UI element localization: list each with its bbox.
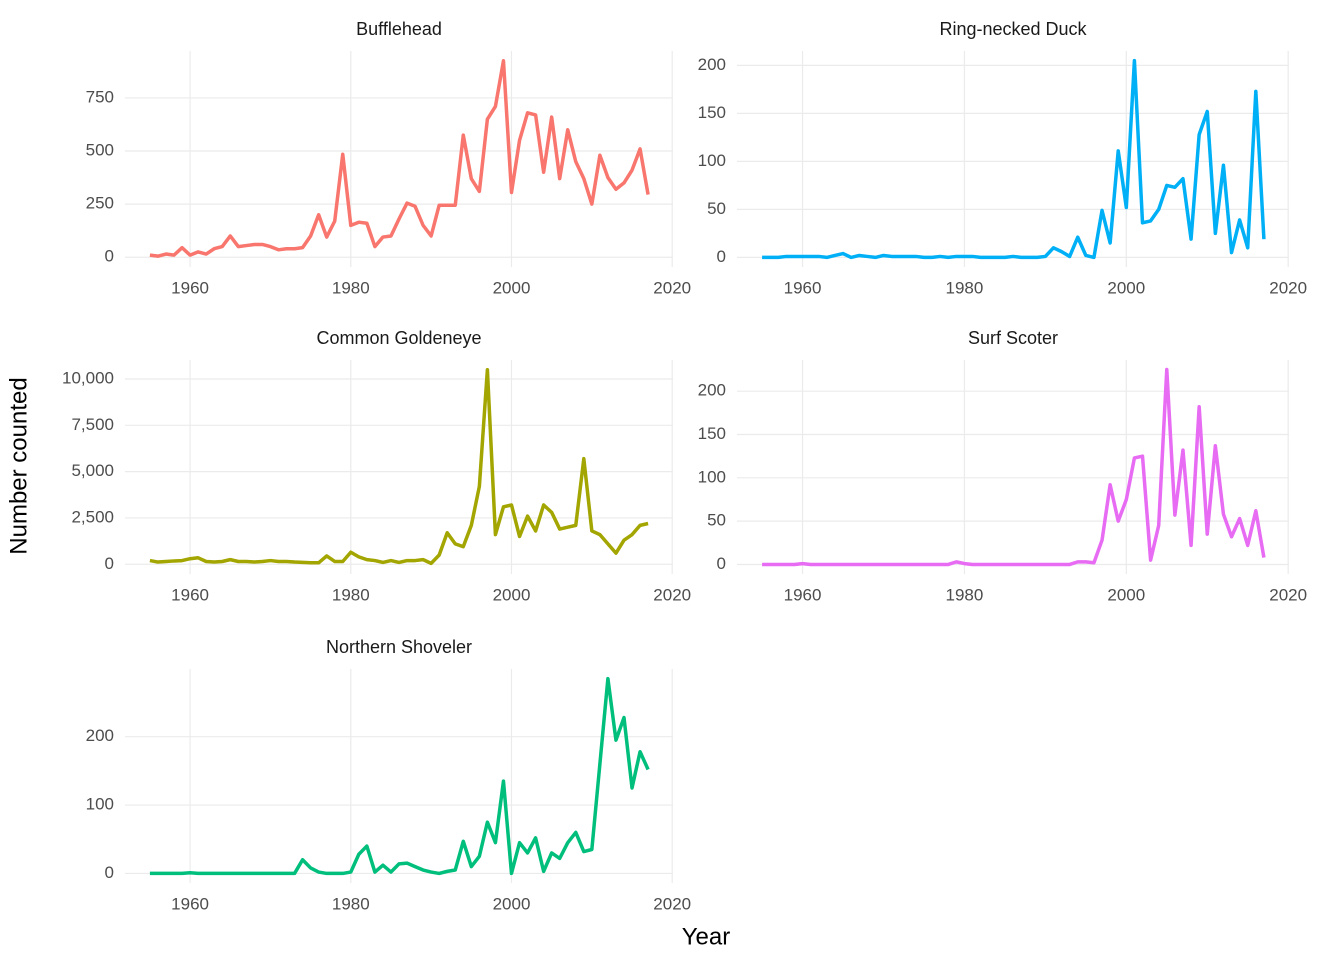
y-tick-label: 750	[86, 87, 114, 106]
y-tick-label: 100	[698, 467, 726, 486]
y-tick-label: 150	[698, 424, 726, 443]
y-tick-label: 0	[105, 554, 114, 573]
x-tick-label: 1980	[332, 894, 370, 913]
y-tick-label: 200	[86, 726, 114, 745]
data-line	[149, 59, 650, 258]
x-tick-label: 1960	[171, 585, 209, 604]
data-line	[762, 367, 1266, 567]
x-tick-label: 2020	[653, 585, 691, 604]
x-tick-label: 2020	[1269, 278, 1307, 297]
y-tick-label: 100	[86, 795, 114, 814]
x-tick-label: 2000	[493, 894, 531, 913]
x-tick-label: 1960	[171, 278, 209, 297]
data-line	[149, 367, 649, 566]
panel-title: Bufflehead	[356, 19, 442, 39]
data-line	[149, 676, 650, 876]
y-tick-label: 200	[698, 55, 726, 74]
y-tick-label: 50	[707, 511, 726, 530]
x-tick-label: 2020	[653, 278, 691, 297]
y-tick-label: 200	[698, 381, 726, 400]
panel-title: Northern Shoveler	[326, 637, 472, 657]
y-axis-title: Number counted	[5, 377, 32, 554]
y-tick-label: 0	[717, 247, 726, 266]
x-axis-title: Year	[682, 923, 731, 950]
y-tick-label: 0	[717, 554, 726, 573]
x-tick-label: 1980	[332, 278, 370, 297]
panel-title: Surf Scoter	[968, 328, 1058, 348]
x-tick-label: 2000	[493, 278, 531, 297]
y-tick-label: 5,000	[71, 461, 114, 480]
data-line	[762, 58, 1266, 260]
x-tick-label: 2000	[1107, 278, 1145, 297]
panel-title: Common Goldeneye	[316, 328, 481, 348]
y-tick-label: 500	[86, 141, 114, 160]
x-tick-label: 1960	[784, 278, 822, 297]
x-tick-label: 1960	[784, 585, 822, 604]
y-tick-label: 250	[86, 194, 114, 213]
x-tick-label: 2000	[493, 585, 531, 604]
y-tick-label: 150	[698, 103, 726, 122]
y-tick-label: 10,000	[62, 368, 114, 387]
panel-title: Ring-necked Duck	[939, 19, 1087, 39]
y-tick-label: 100	[698, 151, 726, 170]
y-tick-label: 0	[105, 247, 114, 266]
x-tick-label: 2020	[653, 894, 691, 913]
y-tick-label: 2,500	[71, 507, 114, 526]
y-tick-label: 50	[707, 199, 726, 218]
x-tick-label: 2000	[1107, 585, 1145, 604]
y-tick-label: 7,500	[71, 415, 114, 434]
y-tick-label: 0	[105, 863, 114, 882]
x-tick-label: 1980	[946, 278, 984, 297]
x-tick-label: 2020	[1269, 585, 1307, 604]
x-tick-label: 1960	[171, 894, 209, 913]
x-tick-label: 1980	[946, 585, 984, 604]
x-tick-label: 1980	[332, 585, 370, 604]
